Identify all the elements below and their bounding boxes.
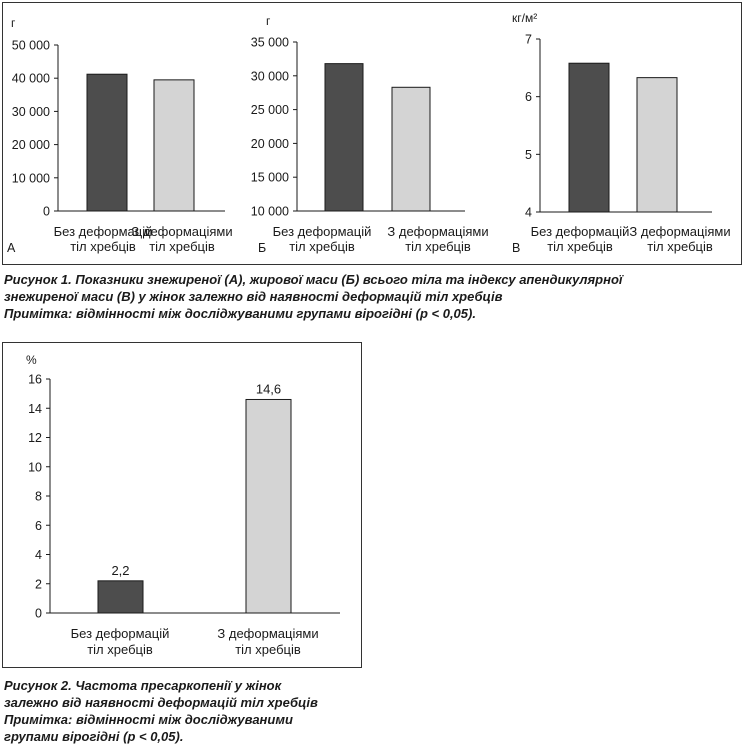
y-tick-label: 6 <box>525 90 532 104</box>
bar <box>324 63 364 212</box>
figure-1-note: Примітка: відмінності між досліджуваними… <box>4 306 476 321</box>
y-tick-label: 16 <box>28 373 42 387</box>
bar <box>245 398 292 614</box>
y-tick-label: 35 000 <box>251 36 289 50</box>
x-category-label: З деформаціями <box>131 224 232 239</box>
y-tick-label: 30 000 <box>251 69 289 83</box>
chart-a: г 0 10 000 20 000 30 000 40 000 50 000 Без дефо… <box>7 16 233 255</box>
x-category-label: Без деформацій <box>273 224 372 239</box>
x-category-label: Без деформацій <box>71 626 170 641</box>
y-tick-label: 5 <box>525 148 532 162</box>
figure-1-caption-line: знежиреної маси (В) у жінок залежно від … <box>4 289 503 304</box>
x-category-label: тіл хребців <box>547 239 613 254</box>
bar <box>153 79 195 212</box>
y-unit-label: % <box>26 353 37 367</box>
bar <box>97 580 144 614</box>
bar <box>568 62 610 213</box>
x-category-label: тіл хребців <box>149 239 215 254</box>
y-tick-label: 50 000 <box>12 39 50 53</box>
y-tick-label: 10 <box>28 460 42 474</box>
y-tick-label: 14 <box>28 402 42 416</box>
y-tick-label: 20 000 <box>251 137 289 151</box>
x-category-label: тіл хребців <box>289 239 355 254</box>
figure-2-note: групами вірогідні (p < 0,05). <box>4 729 184 744</box>
bar <box>391 86 431 212</box>
y-tick-label: 30 000 <box>12 105 50 119</box>
y-tick-label: 4 <box>525 206 532 220</box>
figure-2-caption: Рисунок 2. Частота пресаркопенії у жінок… <box>4 677 364 745</box>
x-category-label: тіл хребців <box>70 239 136 254</box>
x-category-label: Без деформацій <box>531 224 630 239</box>
y-tick-label: 4 <box>35 548 42 562</box>
x-category-label: тіл хребців <box>235 642 301 657</box>
figure-2-note: Примітка: відмінності між досліджуваними <box>4 712 293 727</box>
y-tick-label: 6 <box>35 519 42 533</box>
panel-label: В <box>512 241 520 255</box>
y-unit-label: г <box>266 14 271 28</box>
y-tick-label: 10 000 <box>251 205 289 219</box>
figure-2-caption-line: залежно від наявності деформацій тіл хре… <box>4 695 318 710</box>
figure-2-frame <box>2 342 362 668</box>
x-category-label: З деформаціями <box>387 224 488 239</box>
bar <box>86 73 128 212</box>
x-category-label: тіл хребців <box>647 239 713 254</box>
x-category-label: тіл хребців <box>405 239 471 254</box>
y-tick-label: 10 000 <box>12 171 50 185</box>
data-label: 14,6 <box>256 381 281 396</box>
y-tick-label: 7 <box>525 33 532 47</box>
figure-1-caption: Рисунок 1. Показники знежиреної (А), жир… <box>4 271 739 322</box>
panel-label: А <box>7 241 16 255</box>
y-tick-label: 15 000 <box>251 171 289 185</box>
x-category-label: З деформаціями <box>217 626 318 641</box>
chart-b: г 10 000 15 000 20 000 25 000 30 000 35 000 Без… <box>251 14 489 255</box>
y-tick-label: 20 000 <box>12 138 50 152</box>
x-category-label: Без деформацій <box>54 224 153 239</box>
y-tick-label: 0 <box>35 607 42 621</box>
bar <box>636 77 678 213</box>
y-unit-label: кг/м² <box>512 11 537 25</box>
x-category-label: З деформаціями <box>629 224 730 239</box>
y-tick-label: 8 <box>35 490 42 504</box>
y-tick-label: 2 <box>35 577 42 591</box>
y-unit-label: г <box>11 16 16 30</box>
y-tick-label: 0 <box>43 205 50 219</box>
figure-1-caption-line: Рисунок 1. Показники знежиреної (А), жир… <box>4 272 623 287</box>
y-tick-label: 40 000 <box>12 72 50 86</box>
figure-2-caption-line: Рисунок 2. Частота пресаркопенії у жінок <box>4 678 282 693</box>
y-tick-label: 12 <box>28 431 42 445</box>
x-category-label: тіл хребців <box>87 642 153 657</box>
panel-label: Б <box>258 241 266 255</box>
data-label: 2,2 <box>111 563 129 578</box>
y-tick-label: 25 000 <box>251 103 289 117</box>
